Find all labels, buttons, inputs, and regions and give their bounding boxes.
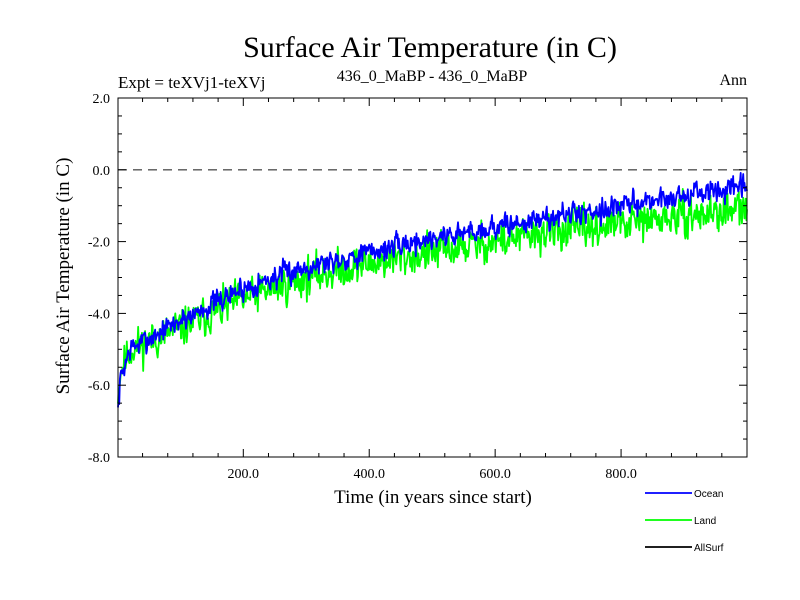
- y-tick-label: -2.0: [88, 236, 110, 251]
- legend: Ocean Land AllSurf: [645, 489, 724, 554]
- legend-label-allsurf: AllSurf: [694, 543, 724, 554]
- axes: 200.0 400.0 600.0 800.0 -8.0 -6.0 -4.0 -2.0 0.0 2…: [88, 92, 748, 482]
- plot-frame: [117, 97, 748, 458]
- x-tick-label: 800.0: [605, 467, 637, 482]
- y-tick-label: 2.0: [93, 92, 111, 107]
- series-line-ocean: [117, 171, 748, 408]
- x-tick-label: 400.0: [353, 467, 385, 482]
- season-label: Ann: [719, 72, 747, 89]
- experiment-label: Expt = teXVj1-teXVj: [118, 73, 265, 92]
- y-axis-label: Surface Air Temperature (in C): [53, 158, 74, 395]
- y-tick-label: -4.0: [88, 307, 110, 322]
- series-line-land: [117, 188, 748, 404]
- x-tick-label: 600.0: [479, 467, 511, 482]
- legend-label-land: Land: [694, 516, 716, 527]
- y-tick-label: -6.0: [88, 379, 110, 394]
- y-tick-label: -8.0: [88, 451, 110, 466]
- y-tick-label: 0.0: [93, 164, 111, 179]
- period-label: 436_0_MaBP - 436_0_MaBP: [337, 68, 528, 85]
- x-tick-label: 200.0: [228, 467, 260, 482]
- legend-label-ocean: Ocean: [694, 489, 723, 500]
- x-axis-label: Time (in years since start): [334, 487, 532, 508]
- plot-area: [117, 169, 748, 408]
- chart-title: Surface Air Temperature (in C): [243, 31, 617, 64]
